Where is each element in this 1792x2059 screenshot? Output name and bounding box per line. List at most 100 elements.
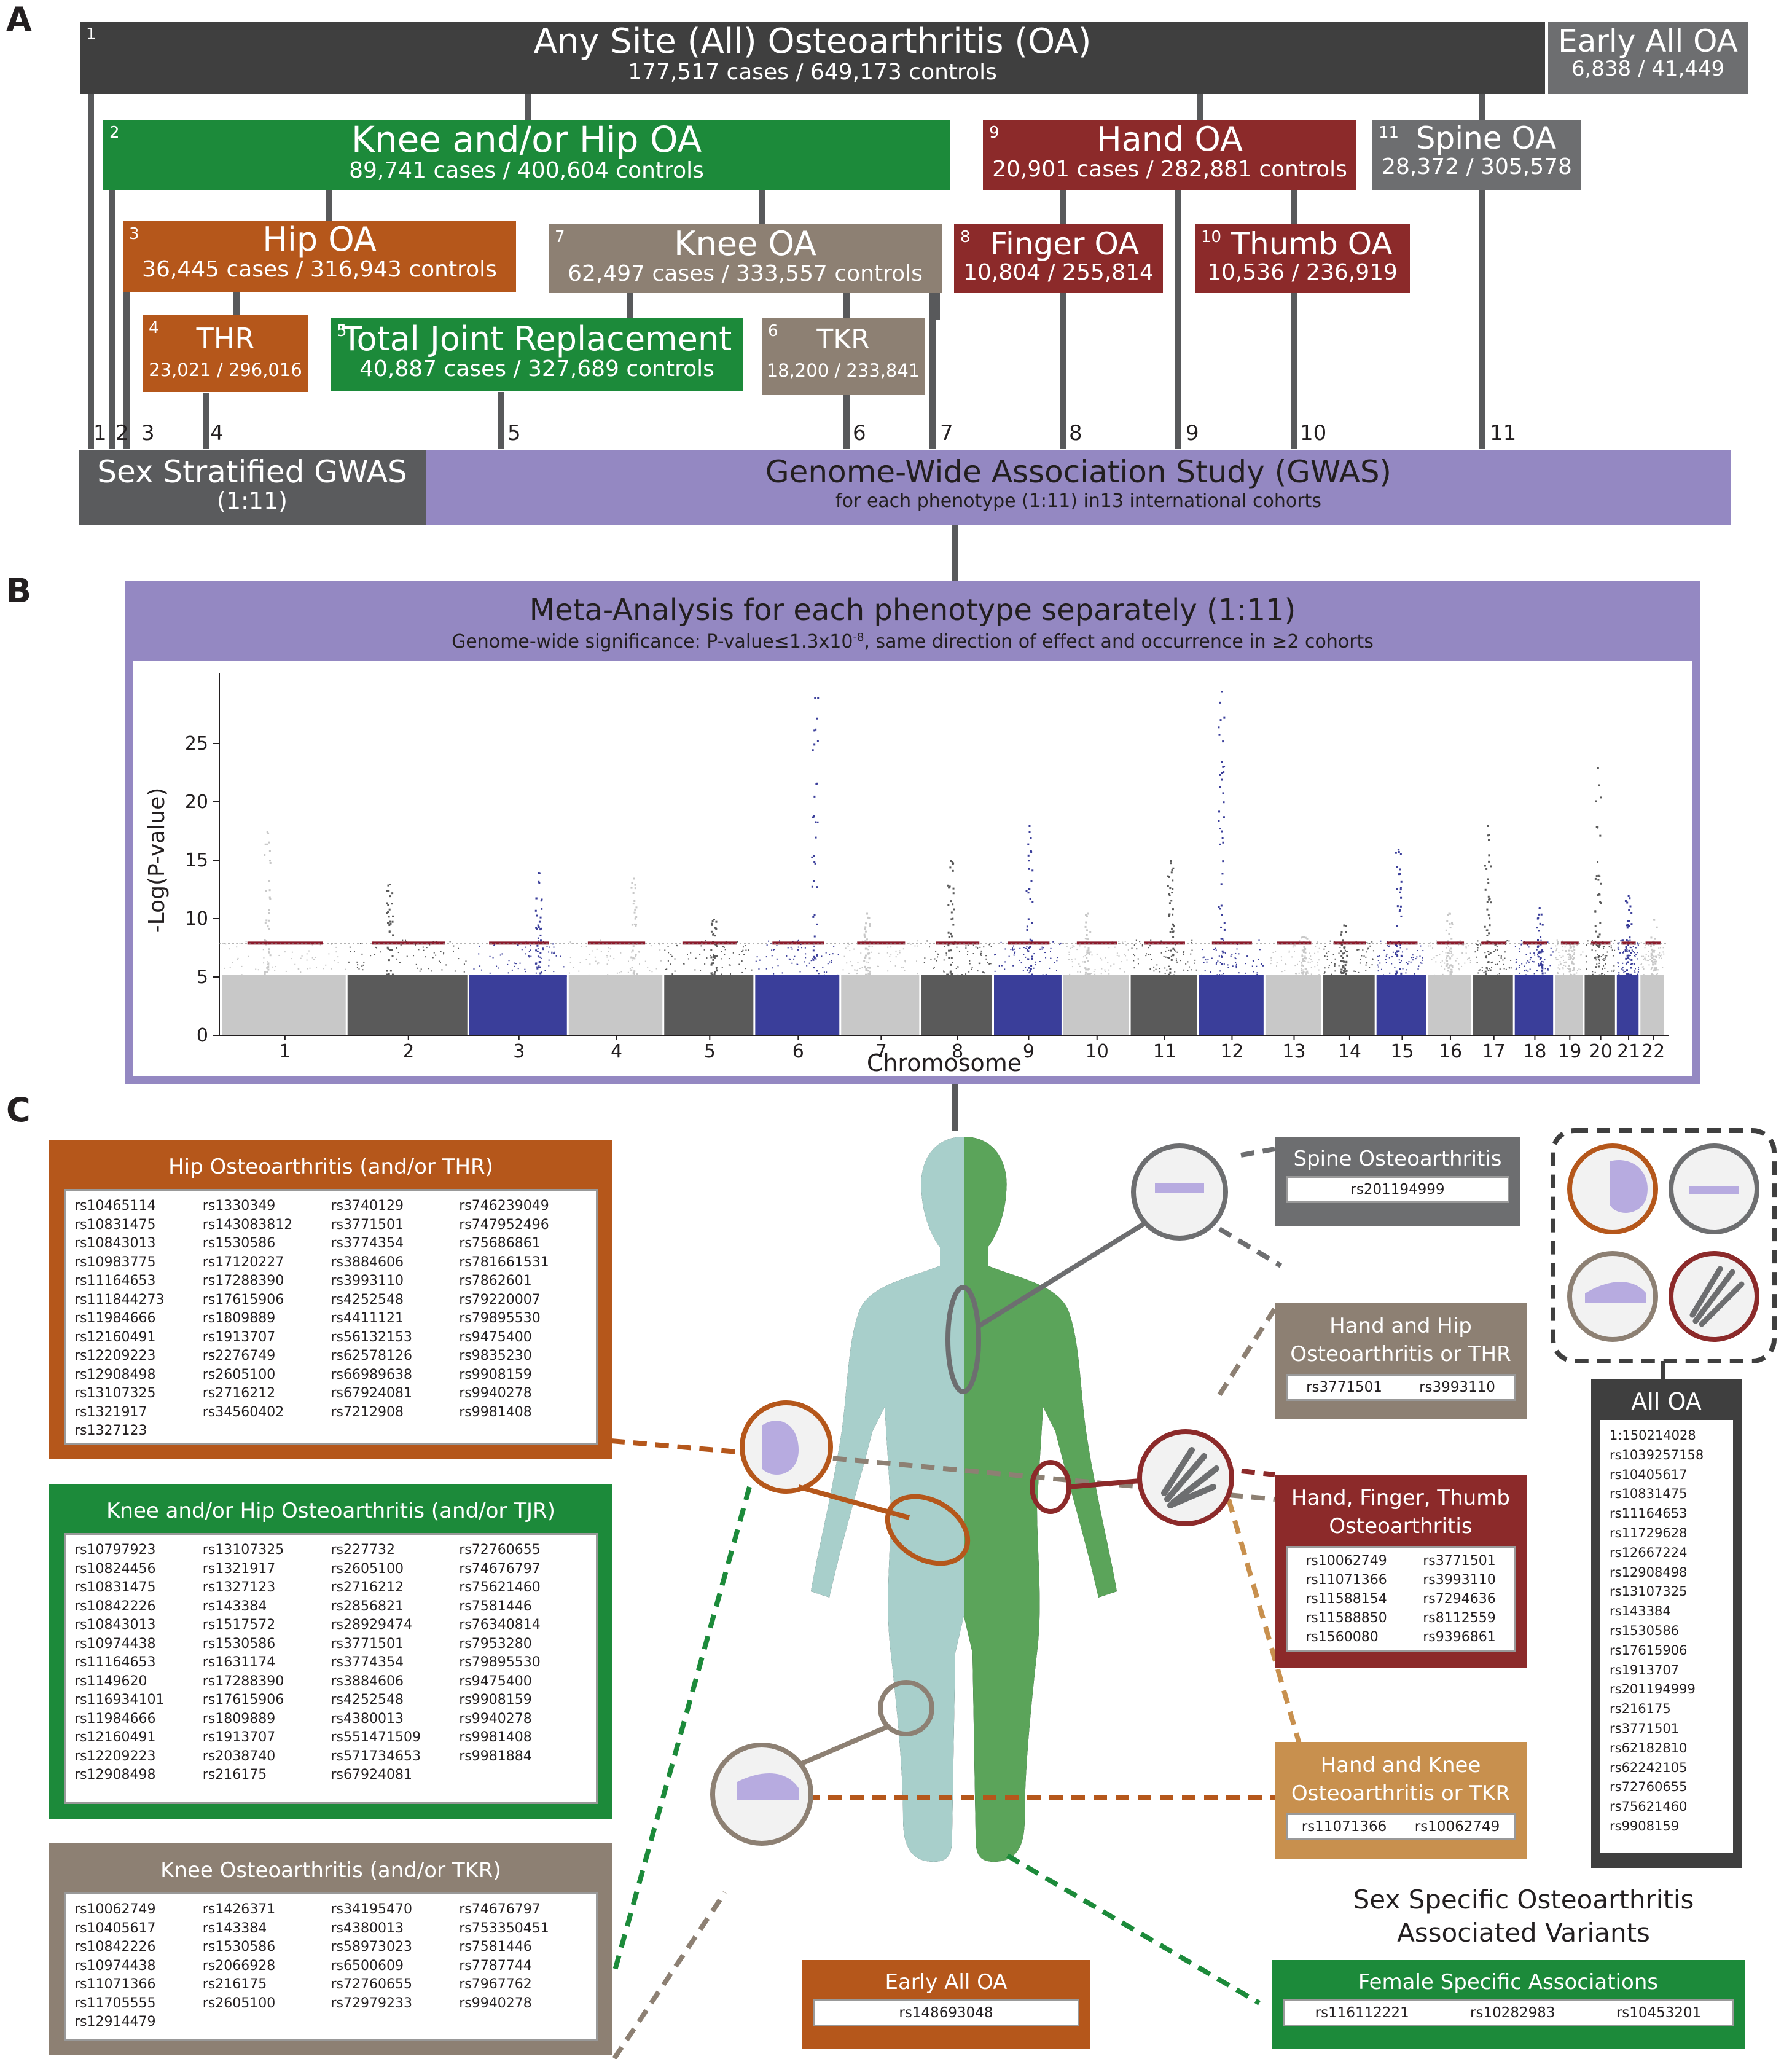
hip-oa-variants: Hip Osteoarthritis (and/or THR) rs104651… xyxy=(49,1140,612,1459)
connector xyxy=(843,289,850,320)
variant-id: rs11164653 xyxy=(74,1273,156,1288)
variant-id: rs13107325 xyxy=(202,1542,284,1558)
thr-box: 4 THR 23,021 / 296,016 xyxy=(143,315,308,392)
chromosome-points xyxy=(1474,825,1513,978)
connector xyxy=(627,289,633,323)
x-tick-label: 14 xyxy=(1338,1041,1361,1062)
variant-id: rs12160491 xyxy=(74,1329,156,1345)
variant-id: rs10405617 xyxy=(1610,1467,1688,1482)
x-tick-label: 5 xyxy=(704,1041,716,1062)
y-tick-label: 0 xyxy=(197,1025,208,1046)
variant-id: rs9475400 xyxy=(459,1673,532,1689)
variant-id: rs3771501 xyxy=(331,1636,404,1652)
variant-id: rs17615906 xyxy=(1610,1642,1688,1658)
variant-id: rs10824456 xyxy=(74,1561,156,1577)
hand-hip2-link xyxy=(1217,1307,1277,1397)
chromosome-band xyxy=(347,975,468,1035)
variant-id: rs72760655 xyxy=(459,1542,541,1558)
variant-id: rs17288390 xyxy=(202,1273,284,1288)
variant-id: rs4252548 xyxy=(331,1692,404,1708)
connector xyxy=(934,289,940,320)
variant-id: rs72760655 xyxy=(1610,1779,1688,1795)
chromosome-band xyxy=(1584,975,1615,1035)
x-tick-label: 16 xyxy=(1439,1041,1462,1062)
y-tick-label: 5 xyxy=(197,967,208,988)
x-tick-label: 18 xyxy=(1523,1041,1546,1062)
variant-id: rs10831475 xyxy=(74,1580,156,1595)
variant-id: rs3774354 xyxy=(331,1655,404,1670)
variant-id: rs1039257158 xyxy=(1610,1447,1704,1462)
x-tick-label: 9 xyxy=(1023,1041,1035,1062)
variant-id: rs75621460 xyxy=(459,1580,541,1595)
connector xyxy=(759,187,765,224)
variant-id: rs9940278 xyxy=(459,1995,532,2011)
chromosome-band xyxy=(1428,975,1471,1035)
variant-id: rs143083812 xyxy=(202,1217,293,1233)
x-tick-label: 8 xyxy=(952,1041,963,1062)
knee-hip-oa-variants-title: Knee and/or Hip Osteoarthritis (and/or T… xyxy=(106,1499,555,1523)
sex-specific-title: Sex Specific Osteoarthritis Associated V… xyxy=(1353,1884,1694,1948)
variant-id: rs67924081 xyxy=(331,1386,412,1401)
finger-oa-box: 8 Finger OA 10,804 / 255,814 xyxy=(954,224,1163,293)
variant-id: rs9981408 xyxy=(459,1730,532,1745)
variant-id: rs75621460 xyxy=(1610,1799,1688,1814)
x-tick-label: 20 xyxy=(1589,1041,1613,1062)
variant-id: rs3884606 xyxy=(331,1254,404,1270)
hand-region-marker xyxy=(1030,1460,1071,1514)
variant-id: rs1530586 xyxy=(202,1636,276,1652)
variant-id: rs3771501 xyxy=(331,1217,404,1233)
variant-id: rs1321917 xyxy=(74,1404,147,1420)
any-site-oa-box: 1 Any Site (All) Osteoarthritis (OA) 177… xyxy=(80,22,1545,94)
female-link xyxy=(1006,1853,1261,2006)
line-number: 8 xyxy=(1069,421,1082,445)
x-tick-label: 1 xyxy=(279,1041,291,1062)
chromosome-band xyxy=(994,975,1062,1035)
connector xyxy=(1175,184,1181,449)
variant-id: rs10974438 xyxy=(74,1636,156,1652)
variant-id: rs201194999 xyxy=(1610,1682,1696,1697)
x-tick-label: 6 xyxy=(792,1041,804,1062)
x-tick-label: 10 xyxy=(1086,1041,1109,1062)
x-tick-label: 7 xyxy=(875,1041,887,1062)
y-tick-label: 25 xyxy=(185,733,208,755)
variant-id: rs12209223 xyxy=(74,1748,156,1764)
variant-id: rs11984666 xyxy=(74,1311,156,1326)
variant-id: rs11071366 xyxy=(1305,1572,1387,1588)
connector xyxy=(1479,89,1485,120)
variant-id: rs227732 xyxy=(331,1542,396,1558)
variant-id: rs571734653 xyxy=(331,1748,421,1764)
variant-id: rs1327123 xyxy=(202,1580,276,1595)
chromosome-band xyxy=(1130,975,1197,1035)
chromosome-points xyxy=(473,872,567,979)
variant-id: rs10843013 xyxy=(74,1236,156,1251)
variant-id: rs79895530 xyxy=(459,1655,541,1670)
hand-oa-box: 9 Hand OA 20,901 cases / 282,881 control… xyxy=(983,120,1356,190)
x-tick-label: 13 xyxy=(1282,1041,1305,1062)
variant-id: rs66989638 xyxy=(331,1367,412,1382)
chromosome-band xyxy=(1376,975,1426,1035)
variant-id: rs4380013 xyxy=(331,1920,404,1936)
variant-id: rs216175 xyxy=(202,1767,267,1783)
chromosome-band xyxy=(664,975,754,1035)
connector xyxy=(326,187,332,224)
variant-id: rs216175 xyxy=(1610,1701,1671,1717)
variant-column: rs1330349 rs143083812 rs1530586 rs17120227 r… xyxy=(203,1197,331,1441)
variant-id: rs12667224 xyxy=(1610,1545,1688,1560)
line-number: 2 xyxy=(115,421,129,445)
variant-column: rs72760655 rs74676797 rs75621460 rs7581446 r… xyxy=(459,1541,587,1785)
connector xyxy=(952,522,958,584)
variant-id: rs1809889 xyxy=(202,1711,276,1727)
variant-id: rs10983775 xyxy=(74,1254,156,1270)
variant-id: rs7581446 xyxy=(459,1598,532,1614)
variant-id: rs3771501 xyxy=(1610,1720,1680,1736)
variant-id: rs7953280 xyxy=(459,1636,532,1652)
chromosome-band xyxy=(1473,975,1513,1035)
variant-id: rs17615906 xyxy=(202,1292,284,1308)
chromosome-points xyxy=(568,877,662,979)
variant-id: rs2038740 xyxy=(202,1748,276,1764)
variant-id: rs56132153 xyxy=(331,1329,412,1345)
green-link xyxy=(612,1486,752,1974)
variant-id: rs1330349 xyxy=(202,1198,276,1214)
meta-analysis-subtitle: Genome-wide significance: P-value≤1.3x10… xyxy=(452,631,1374,653)
variant-id: rs12908498 xyxy=(1610,1564,1688,1580)
